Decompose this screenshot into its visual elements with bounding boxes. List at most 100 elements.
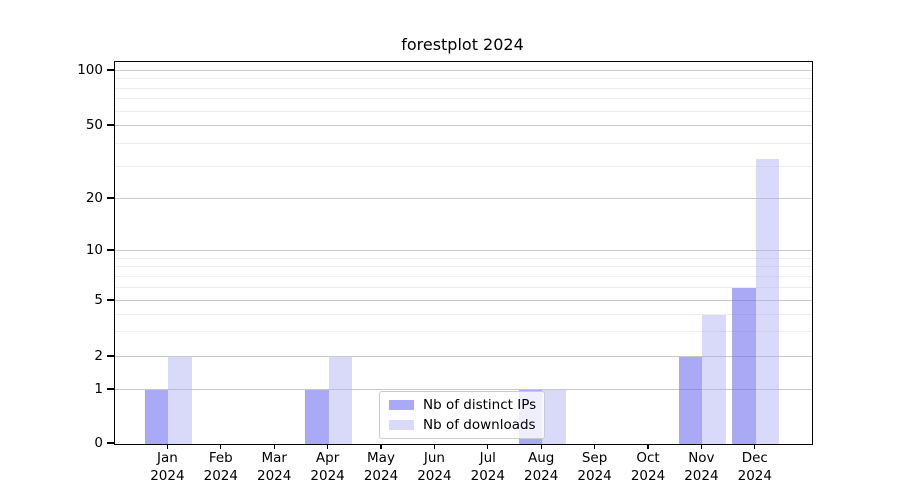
x-tick-mark [380,444,382,449]
x-tick-mark [700,444,703,449]
legend: Nb of distinct IPs Nb of downloads [379,391,545,439]
x-tick-month: Jul [479,450,496,466]
y-tick-mark [107,442,114,444]
bar [702,314,726,444]
x-tick-label: Mar 2024 [242,450,306,485]
minor-gridline [115,87,812,89]
legend-label-downloads: Nb of downloads [423,417,536,433]
x-tick-label: Dec 2024 [723,450,787,485]
minor-gridline [115,78,812,80]
x-tick-label: Sep 2024 [563,450,627,485]
legend-item-downloads: Nb of downloads [389,417,536,433]
y-tick-label: 1 [94,381,103,397]
x-tick-mark [220,444,222,449]
major-gridline [115,389,812,390]
x-tick-year: 2024 [203,467,238,484]
major-gridline [115,198,812,199]
x-tick-year: 2024 [470,467,505,484]
x-tick-month: Apr [315,450,340,466]
x-tick-year: 2024 [524,467,559,484]
bar [145,390,169,444]
x-tick-year: 2024 [363,467,399,484]
y-tick-label: 20 [85,190,103,206]
bar [168,357,192,444]
x-tick-month: Oct [636,450,660,466]
y-tick-mark [107,69,114,71]
y-tick-mark [107,299,114,301]
major-gridline [115,70,812,71]
x-tick-year: 2024 [577,467,612,484]
minor-gridline [115,98,812,100]
x-tick-label: Nov 2024 [669,450,733,485]
x-tick-month: Feb [208,450,233,466]
x-tick-year: 2024 [630,467,666,484]
y-tick-label: 50 [85,117,103,133]
legend-swatch-distinct-ips-icon [389,400,414,410]
legend-label-distinct-ips: Nb of distinct IPs [423,397,537,413]
minor-gridline [115,313,812,315]
major-gridline [115,125,812,126]
x-tick-label: Jul 2024 [456,450,520,485]
major-gridline [115,250,812,251]
x-tick-mark [487,444,489,449]
y-tick-mark [107,197,114,199]
x-tick-month: Aug [528,450,555,466]
x-tick-month: Sep [581,450,608,466]
x-tick-mark [433,444,436,449]
x-tick-month: May [367,450,395,466]
x-tick-month: Mar [261,450,287,466]
x-tick-mark [647,444,649,449]
x-tick-year: 2024 [310,467,345,484]
y-tick-mark [107,355,114,357]
x-tick-mark [273,444,275,449]
chart-title: forestplot 2024 [401,35,524,54]
major-gridline [115,356,812,357]
x-tick-mark [593,444,596,449]
bar [305,390,329,444]
x-tick-mark [166,444,169,449]
bar [542,390,566,444]
y-tick-label: 0 [94,435,103,451]
plot-area: Nb of distinct IPs Nb of downloads [114,61,813,445]
x-tick-label: Jun 2024 [402,450,466,485]
minor-gridline [115,275,812,277]
bar [328,357,352,444]
x-tick-month: Jan [156,450,178,466]
y-tick-label: 100 [77,62,103,78]
y-tick-mark [107,124,114,126]
x-tick-label: Jan 2024 [135,450,199,485]
x-tick-label: Oct 2024 [616,450,680,485]
x-tick-year: 2024 [150,467,185,484]
x-tick-mark [326,444,329,449]
x-tick-label: Apr 2024 [296,450,360,485]
x-tick-year: 2024 [684,467,719,484]
bar [732,287,756,444]
x-tick-year: 2024 [737,467,772,484]
minor-gridline [115,266,812,268]
minor-gridline [115,286,812,288]
x-tick-mark [754,444,756,449]
x-tick-month: Jun [423,450,445,466]
y-tick-mark [107,388,114,390]
y-tick-label: 2 [94,348,103,364]
minor-gridline [115,331,812,333]
x-tick-label: Feb 2024 [189,450,253,485]
minor-gridline [115,142,812,144]
x-tick-label: Aug 2024 [509,450,573,485]
minor-gridline [115,257,812,259]
y-tick-mark [107,249,114,251]
minor-gridline [115,110,812,112]
legend-swatch-downloads-icon [389,420,414,430]
x-tick-month: Nov [688,450,715,466]
legend-item-distinct-ips: Nb of distinct IPs [389,397,537,413]
major-gridline [115,300,812,301]
bar [679,357,703,444]
x-tick-year: 2024 [257,467,292,484]
x-tick-label: May 2024 [349,450,413,485]
bar [755,159,780,444]
x-tick-mark [540,444,542,449]
y-tick-label: 10 [85,242,103,258]
x-tick-year: 2024 [417,467,452,484]
minor-gridline [115,165,812,167]
